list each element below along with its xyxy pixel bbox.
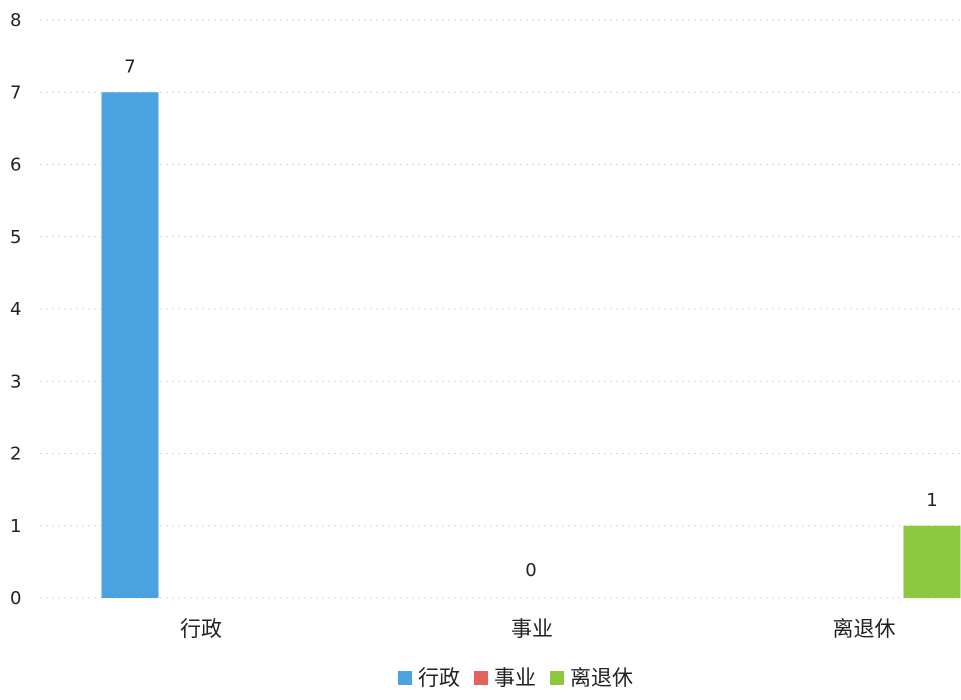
y-tick-label: 4 — [10, 299, 21, 320]
y-tick-label: 2 — [10, 444, 21, 465]
data-label: 1 — [926, 490, 937, 511]
grid-lines — [40, 19, 961, 599]
y-tick-label: 8 — [10, 10, 21, 31]
legend-label: 离退休 — [570, 666, 633, 690]
x-category-label: 离退休 — [833, 617, 896, 641]
data-label: 0 — [525, 560, 536, 581]
legend-swatch — [474, 671, 488, 685]
bars — [101, 92, 961, 598]
y-tick-label: 5 — [10, 227, 21, 248]
bar-0 — [101, 92, 159, 598]
legend: 行政 事业 离退休 — [398, 666, 633, 690]
y-axis-ticks: 0 1 2 3 4 5 6 7 8 — [10, 10, 21, 609]
y-tick-label: 7 — [10, 82, 21, 103]
bar-2 — [903, 525, 961, 598]
x-category-label: 事业 — [511, 617, 553, 641]
x-category-label: 行政 — [180, 617, 222, 641]
legend-label: 事业 — [494, 666, 536, 690]
legend-swatch — [398, 671, 412, 685]
data-label: 7 — [124, 56, 135, 77]
data-labels: 7 0 1 — [124, 56, 937, 581]
y-tick-label: 0 — [10, 588, 21, 609]
y-tick-label: 1 — [10, 516, 21, 537]
x-axis-categories: 行政 事业 离退休 — [180, 617, 896, 641]
legend-swatch — [550, 671, 564, 685]
legend-label: 行政 — [418, 666, 460, 690]
y-tick-label: 3 — [10, 371, 21, 392]
y-tick-label: 6 — [10, 155, 21, 176]
